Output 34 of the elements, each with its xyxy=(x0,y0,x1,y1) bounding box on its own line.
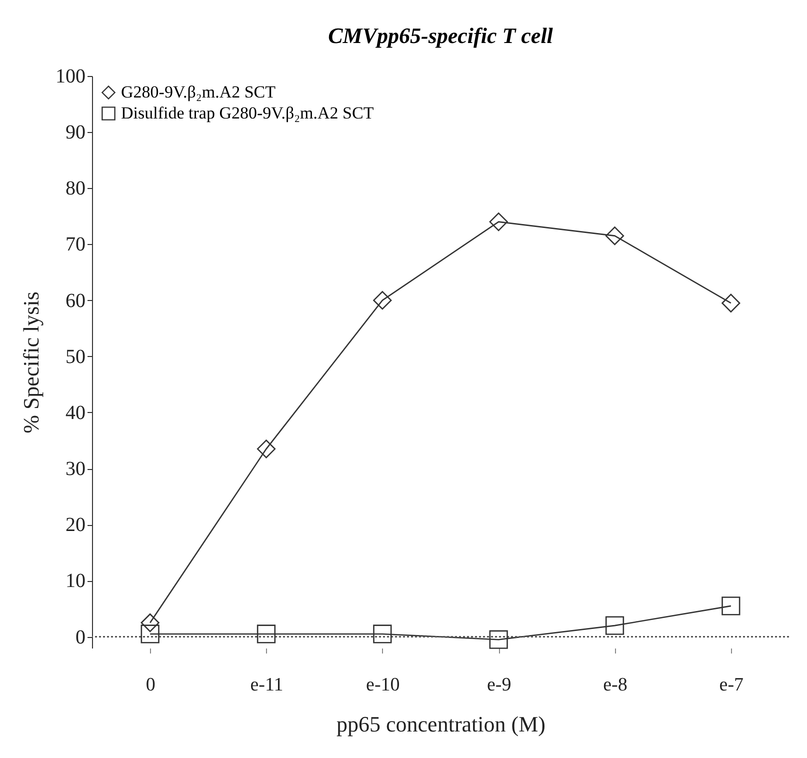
y-tick-label: 10 xyxy=(66,570,86,592)
x-tick-label: e-9 xyxy=(486,674,512,696)
point xyxy=(722,596,740,616)
point xyxy=(140,613,160,632)
y-tick-label: 60 xyxy=(66,290,86,312)
x-tick-label: e-11 xyxy=(250,674,284,696)
point xyxy=(605,226,624,246)
point xyxy=(605,616,624,635)
y-tick-label: 80 xyxy=(66,178,86,200)
x-tick-label: e-10 xyxy=(366,674,400,696)
y-tick-label: 100 xyxy=(56,66,86,88)
x-axis-title: pp65 concentration (M) xyxy=(336,712,546,736)
y-tick-label: 30 xyxy=(66,458,86,480)
y-tick-label: 0 xyxy=(76,626,86,648)
point xyxy=(256,440,276,458)
x-tick-label: e-7 xyxy=(719,674,744,696)
point xyxy=(489,630,508,649)
y-tick-label: 90 xyxy=(66,122,86,144)
point xyxy=(373,291,392,310)
y-tick-label: 70 xyxy=(66,234,86,256)
point xyxy=(489,212,508,232)
y-tick-label: 20 xyxy=(66,514,86,536)
point xyxy=(140,624,160,644)
point xyxy=(373,624,392,644)
y-tick-label: 40 xyxy=(66,402,86,424)
y-tick-label: 50 xyxy=(66,346,86,368)
legend-label: G280-9V.β₂m.A2 SCT xyxy=(121,82,276,102)
point xyxy=(722,294,740,312)
x-tick-label: e-8 xyxy=(603,674,628,696)
legend-label: Disulfide trap G280-9V.β₂m.A2 SCT xyxy=(121,104,374,122)
x-tick-label: 0 xyxy=(146,674,156,696)
point xyxy=(256,624,276,644)
chart-title: CMVpp65-specific T cell xyxy=(328,23,554,48)
y-axis-title: % Specific lysis xyxy=(18,292,44,434)
